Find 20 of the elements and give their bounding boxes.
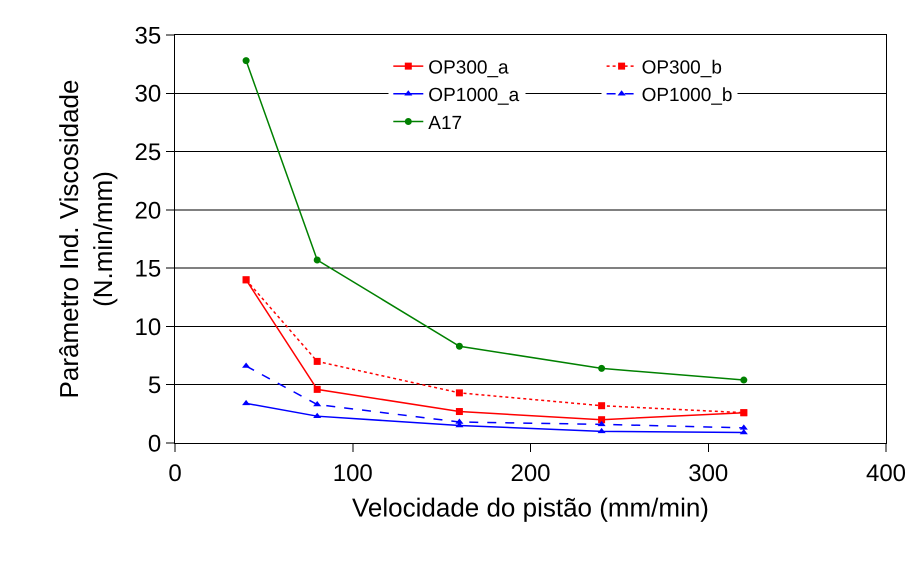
y-tick-label: 15 — [134, 256, 162, 283]
legend-label: OP1000_b — [642, 85, 732, 106]
x-tick-label: 300 — [688, 460, 728, 487]
legend-label: OP1000_a — [428, 85, 520, 106]
y-tick-label: 35 — [134, 22, 162, 50]
x-tick-label: 0 — [168, 460, 182, 487]
x-tick-label: 100 — [332, 460, 373, 487]
x-tick-label: 200 — [510, 460, 551, 487]
x-axis-title: Velocidade do pistão (mm/min) — [352, 492, 709, 522]
y-tick-label: 10 — [134, 314, 162, 341]
y-tick-label: 0 — [148, 430, 162, 458]
legend-label: A17 — [428, 112, 462, 134]
y-tick-label: 5 — [148, 372, 162, 400]
y-tick-label: 20 — [134, 197, 162, 224]
legend-label: OP300_a — [428, 58, 510, 78]
y-tick-label: 25 — [134, 138, 162, 166]
y-axis-title: Parâmetro Ind. Viscosidade (N.min/mm) — [54, 80, 118, 398]
x-tick-label: 400 — [866, 460, 906, 487]
y-tick-label: 30 — [134, 80, 162, 108]
legend-label: OP300_b — [642, 58, 722, 78]
